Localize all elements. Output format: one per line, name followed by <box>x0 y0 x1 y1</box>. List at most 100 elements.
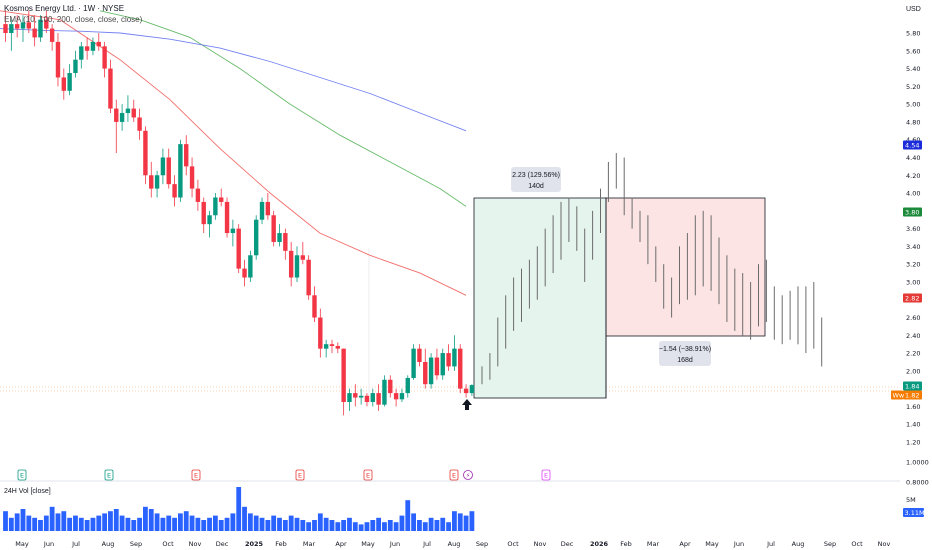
volume-bar <box>358 524 364 531</box>
price-tick-label: 2.60 <box>906 314 920 322</box>
candle <box>189 157 195 198</box>
price-badge-value: 2.82 <box>905 294 919 302</box>
candle-body <box>323 344 329 349</box>
candle <box>108 59 113 114</box>
candle <box>207 210 212 238</box>
candle-body <box>224 201 230 234</box>
volume-bar <box>335 522 341 531</box>
candle <box>353 384 358 407</box>
volume-bar <box>277 517 282 531</box>
time-tick-label: Feb <box>275 540 287 548</box>
price-badge-value: 4.54 <box>905 141 919 149</box>
candlesticks <box>3 10 475 416</box>
time-tick-label: Apr <box>679 540 691 548</box>
volume-bar <box>131 520 137 531</box>
candle <box>300 241 306 265</box>
candle <box>160 148 166 185</box>
badge-prefix: Ww <box>893 391 905 399</box>
candle-body <box>195 188 201 202</box>
time-tick-label: Jun <box>389 540 400 548</box>
price-badge-value: 1.84 <box>905 382 919 390</box>
volume-bar <box>14 513 20 531</box>
time-tick-label: Nov <box>534 540 547 548</box>
candle <box>131 99 136 122</box>
candle <box>259 197 265 225</box>
volume-bar <box>26 515 32 531</box>
price-tick-label: 2.00 <box>906 367 920 375</box>
volume-bar <box>49 506 55 531</box>
candle <box>236 224 241 274</box>
candle <box>271 210 276 247</box>
candle-body <box>189 166 195 189</box>
event-marker: E <box>363 469 373 481</box>
ema-line-1 <box>99 10 467 207</box>
candle <box>428 353 434 389</box>
candle-body <box>61 77 66 91</box>
candle <box>213 193 218 220</box>
candle-body <box>20 22 26 29</box>
time-tick-label: Mar <box>303 540 316 548</box>
candle-body <box>213 197 218 216</box>
volume-bar <box>265 520 271 531</box>
candle-body <box>131 108 136 118</box>
time-tick-label: Sep <box>476 540 488 548</box>
price-badge-value: 3.80 <box>905 208 919 216</box>
candle-body <box>79 46 84 60</box>
candle <box>288 241 294 287</box>
volume-bar <box>282 520 288 531</box>
time-tick-label: Jun <box>733 540 744 548</box>
chart-header: Kosmos Energy Ltd. · 1W · NYSE EMA (10, … <box>4 3 142 25</box>
candle <box>469 384 475 396</box>
volume-bar <box>323 517 329 531</box>
projection-bars <box>481 153 823 385</box>
candle <box>178 139 183 202</box>
candle <box>253 215 259 260</box>
volume-bar <box>125 517 131 531</box>
candle-body <box>364 395 370 402</box>
volume-bar <box>137 517 142 531</box>
candle <box>73 50 78 78</box>
volume-bar <box>55 513 61 531</box>
candle <box>184 135 189 176</box>
price-badge: 3.80 <box>903 207 922 217</box>
candle-body <box>178 144 183 198</box>
price-badge: 2.82 <box>903 293 922 303</box>
candle-body <box>428 357 434 385</box>
candle <box>393 388 399 407</box>
candle-body <box>114 108 119 122</box>
candle-body <box>259 201 265 220</box>
volume-bar <box>166 515 172 531</box>
candle-body <box>160 157 166 176</box>
candle-body <box>405 377 410 394</box>
candle <box>230 219 236 247</box>
event-marker: E <box>17 469 27 481</box>
volume-bar <box>312 520 317 531</box>
volume-bar <box>73 515 78 531</box>
price-tick-label: 3.60 <box>906 225 920 233</box>
candle-body <box>44 19 49 29</box>
price-tick-label: 2.40 <box>906 332 920 340</box>
candle <box>446 344 451 371</box>
entry-arrow-icon <box>462 399 472 410</box>
time-tick-label: Sep <box>130 540 142 548</box>
event-label: E <box>298 472 302 480</box>
candle-body <box>277 233 282 242</box>
ema-line-2 <box>0 28 467 132</box>
price-tick-label: 4.40 <box>906 154 920 162</box>
time-tick-label: May <box>705 540 719 548</box>
candle <box>49 24 55 51</box>
short-label: −1.54 (−38.91%) 168d <box>659 341 711 366</box>
volume-bar <box>38 520 43 531</box>
candle <box>201 197 206 234</box>
candle <box>388 375 393 398</box>
volume-bar <box>32 517 38 531</box>
volume-bar <box>90 517 96 531</box>
volume-bar <box>428 517 434 531</box>
candle <box>224 197 230 238</box>
candle <box>248 250 253 282</box>
candle <box>26 10 32 33</box>
time-tick-label: Aug <box>102 540 115 548</box>
volume-bar <box>230 513 236 531</box>
time-tick-label: Mar <box>647 540 660 548</box>
